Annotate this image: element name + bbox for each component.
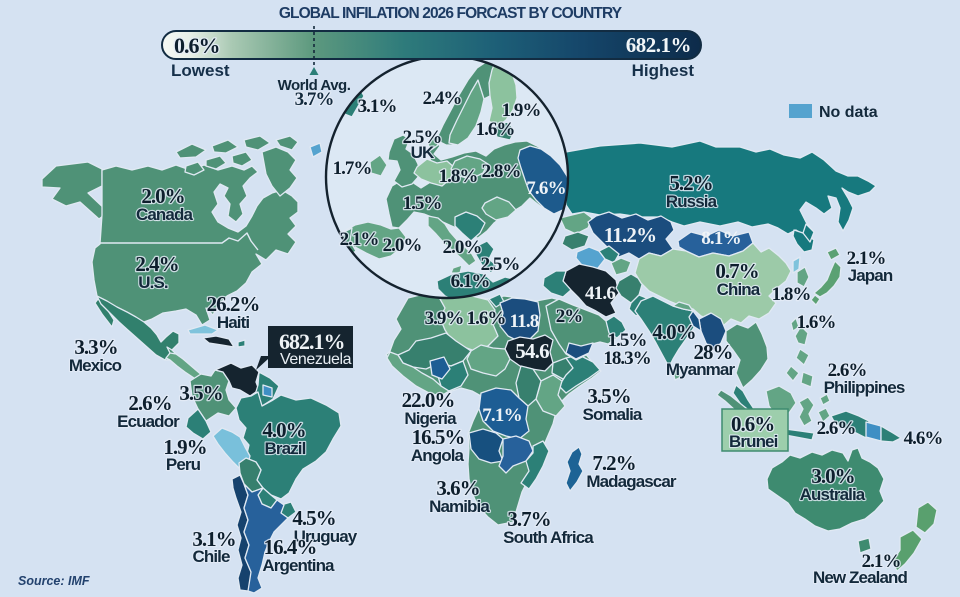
- svg-text:2.0%: 2.0%: [383, 235, 422, 256]
- svg-text:UK: UK: [411, 143, 435, 162]
- svg-text:28%: 28%: [694, 340, 733, 364]
- svg-text:Highest: Highest: [632, 61, 695, 80]
- svg-text:682.1%: 682.1%: [626, 33, 691, 57]
- svg-text:Argentina: Argentina: [262, 556, 335, 575]
- svg-text:54.6: 54.6: [515, 339, 549, 363]
- svg-text:1.6%: 1.6%: [467, 308, 506, 329]
- svg-text:2.4%: 2.4%: [135, 252, 178, 276]
- svg-text:Russia: Russia: [666, 192, 718, 211]
- svg-text:26.2%: 26.2%: [207, 292, 260, 316]
- svg-text:2.5%: 2.5%: [481, 254, 520, 275]
- svg-text:16.5%: 16.5%: [412, 425, 465, 449]
- svg-text:South Africa: South Africa: [503, 528, 594, 547]
- svg-text:1.9%: 1.9%: [163, 435, 206, 459]
- svg-text:16.4%: 16.4%: [264, 535, 317, 559]
- svg-text:U.S.: U.S.: [138, 273, 168, 292]
- svg-text:Nigeria: Nigeria: [404, 409, 457, 428]
- svg-text:22.0%: 22.0%: [402, 388, 455, 412]
- svg-text:8.1%: 8.1%: [701, 228, 741, 249]
- svg-text:18.3%: 18.3%: [603, 348, 650, 369]
- svg-text:Japan: Japan: [848, 266, 893, 285]
- svg-text:Madagascar: Madagascar: [586, 472, 677, 491]
- svg-text:Brunei: Brunei: [729, 432, 778, 451]
- svg-text:4.0%: 4.0%: [652, 320, 695, 344]
- svg-text:5.2%: 5.2%: [669, 171, 712, 195]
- svg-text:Source: IMF: Source: IMF: [18, 574, 90, 588]
- svg-text:2.6%: 2.6%: [828, 360, 867, 381]
- svg-text:3.9%: 3.9%: [425, 308, 464, 329]
- svg-text:Uruguay: Uruguay: [294, 527, 358, 546]
- svg-text:2.6%: 2.6%: [128, 391, 171, 415]
- svg-text:4.6%: 4.6%: [904, 428, 943, 449]
- svg-text:China: China: [717, 280, 761, 299]
- svg-text:2%: 2%: [556, 306, 583, 327]
- svg-text:0.7%: 0.7%: [715, 259, 758, 283]
- svg-text:Lowest: Lowest: [171, 61, 230, 80]
- svg-text:Peru: Peru: [166, 455, 201, 474]
- svg-text:0.6%: 0.6%: [731, 412, 774, 436]
- svg-text:New Zealand: New Zealand: [813, 568, 908, 587]
- svg-text:2.5%: 2.5%: [403, 127, 442, 148]
- svg-text:Philippines: Philippines: [824, 378, 905, 397]
- svg-text:3.5%: 3.5%: [179, 381, 222, 405]
- svg-text:2.0%: 2.0%: [141, 184, 184, 208]
- svg-text:2.1%: 2.1%: [862, 551, 901, 572]
- svg-text:3.1%: 3.1%: [192, 527, 235, 551]
- svg-text:1.8%: 1.8%: [439, 166, 478, 187]
- svg-text:3.7%: 3.7%: [295, 89, 334, 110]
- svg-text:Australia: Australia: [800, 485, 866, 504]
- svg-text:7.2%: 7.2%: [592, 451, 635, 475]
- svg-text:No data: No data: [819, 104, 878, 121]
- svg-text:2.8%: 2.8%: [482, 161, 521, 182]
- svg-text:Brazil: Brazil: [265, 439, 306, 458]
- svg-text:0.6%: 0.6%: [174, 33, 220, 58]
- svg-text:Mexico: Mexico: [69, 356, 122, 375]
- svg-text:3.1%: 3.1%: [358, 96, 397, 117]
- svg-text:3.6%: 3.6%: [436, 476, 479, 500]
- svg-text:Venezuela: Venezuela: [280, 351, 352, 368]
- svg-text:3.7%: 3.7%: [507, 507, 550, 531]
- svg-text:2.1%: 2.1%: [847, 248, 886, 269]
- svg-text:7.1%: 7.1%: [482, 405, 522, 426]
- svg-text:Myanmar: Myanmar: [666, 360, 736, 379]
- svg-text:682.1%: 682.1%: [279, 329, 345, 354]
- svg-text:6.1%: 6.1%: [451, 271, 490, 292]
- svg-text:1.8%: 1.8%: [772, 284, 811, 305]
- svg-text:GLOBAL INFILATION 2026 FORCAST: GLOBAL INFILATION 2026 FORCAST BY COUNTR…: [279, 5, 623, 22]
- svg-text:11.8: 11.8: [509, 311, 538, 332]
- svg-text:2.1%: 2.1%: [340, 229, 379, 250]
- svg-text:1.5%: 1.5%: [608, 330, 647, 351]
- svg-text:World Avg.: World Avg.: [278, 77, 351, 94]
- svg-text:Canada: Canada: [136, 205, 193, 224]
- svg-text:3.3%: 3.3%: [74, 335, 117, 359]
- svg-text:Angola: Angola: [411, 446, 465, 465]
- svg-text:2.6%: 2.6%: [817, 418, 856, 439]
- svg-text:4.5%: 4.5%: [292, 506, 335, 530]
- svg-text:1.6%: 1.6%: [797, 312, 836, 333]
- svg-text:Ecuador: Ecuador: [117, 412, 180, 431]
- svg-text:Namibia: Namibia: [429, 497, 490, 516]
- svg-text:3.5%: 3.5%: [587, 384, 630, 408]
- svg-text:Chile: Chile: [192, 547, 230, 566]
- svg-text:Somalia: Somalia: [583, 405, 643, 424]
- svg-text:1.7%: 1.7%: [333, 158, 372, 179]
- svg-text:2.4%: 2.4%: [423, 88, 462, 109]
- svg-text:2.0%: 2.0%: [443, 237, 482, 258]
- svg-text:1.6%: 1.6%: [476, 119, 515, 140]
- svg-text:41.6: 41.6: [585, 283, 615, 304]
- svg-text:3.0%: 3.0%: [811, 464, 854, 488]
- svg-text:1.9%: 1.9%: [502, 100, 541, 121]
- svg-text:Haiti: Haiti: [217, 313, 250, 332]
- svg-text:1.5%: 1.5%: [403, 193, 442, 214]
- svg-text:7.6%: 7.6%: [526, 178, 566, 199]
- svg-text:11.2%: 11.2%: [604, 223, 657, 247]
- svg-text:4.0%: 4.0%: [262, 418, 305, 442]
